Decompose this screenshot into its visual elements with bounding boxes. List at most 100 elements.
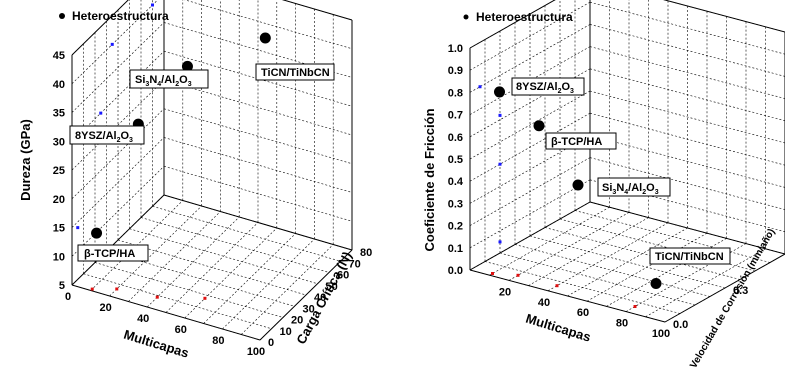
chart-2-box-edges (469, 0, 785, 323)
wall-gridline (163, 137, 353, 193)
box-edge (469, 0, 556, 49)
svg-text:β-TCP/HA: β-TCP/HA (551, 136, 602, 148)
chart-2-label-si3n4: Si3N4/Al2O3 (597, 177, 671, 197)
box-edge (663, 0, 785, 33)
y-tick-label: 20 (291, 315, 303, 327)
y-tick-label: 0.0 (673, 319, 688, 331)
wall-gridline (71, 79, 165, 171)
wall-gridline (589, 112, 785, 166)
z-tick-label: 25 (53, 165, 65, 177)
z-tick-label: 0.7 (448, 110, 463, 122)
data-point (650, 278, 662, 289)
projection-marker-red (115, 287, 119, 291)
x-tick-label: 20 (99, 302, 111, 314)
floor-gridline (140, 217, 330, 273)
floor-gridline (128, 211, 221, 302)
wall-gridline (589, 24, 785, 77)
svg-text:β-TCP/HA: β-TCP/HA (84, 248, 135, 260)
box-edge (664, 253, 785, 323)
box-edge (589, 201, 785, 255)
box-edge (469, 269, 666, 323)
z-tick-label: 20 (53, 194, 65, 206)
svg-text:TiCN/TiNbCN: TiCN/TiNbCN (261, 67, 330, 79)
z-tick-label: 0.8 (448, 87, 463, 99)
x-tick-label: 40 (137, 313, 149, 325)
chart-2-legend: Heteroestructura (463, 10, 573, 24)
x-tick-label: 100 (247, 346, 265, 358)
floor-gridline (499, 252, 696, 306)
chart-1-box-edges (71, 0, 353, 341)
wall-gridline (71, 108, 165, 199)
data-point (181, 60, 193, 72)
floor-gridline (146, 216, 240, 308)
wall-gridline (589, 157, 785, 210)
y-tick-label: 10 (280, 326, 292, 338)
wall-gridline (469, 68, 591, 138)
chart-1-label-si3n4: Si3N4/Al2O3 (129, 69, 209, 89)
x-tick-label: 0 (65, 291, 71, 303)
box-edge (281, 0, 353, 21)
wall-gridline (163, 79, 353, 136)
floor-gridline (544, 227, 741, 280)
box-edge (71, 0, 129, 56)
chart-2-label-btcp: β-TCP/HA (545, 132, 617, 150)
wall-gridline (71, 137, 165, 228)
projection-marker-blue (151, 3, 154, 7)
floor-gridline (94, 262, 284, 318)
projection-marker-blue (498, 113, 502, 117)
z-tick-label: 0.0 (448, 265, 463, 277)
data-point (494, 86, 505, 98)
svg-text:Si3N4/Al2O3: Si3N4/Al2O3 (135, 74, 192, 88)
box-edge (259, 249, 353, 341)
projection-marker-red (90, 287, 94, 291)
wall-gridline (71, 22, 165, 113)
chart-2: Heteroestructura 0.00.10.20.30.40.50.60.… (422, 0, 785, 367)
z-tick-label: 5 (59, 280, 65, 292)
chart-2-gridlines (469, 0, 785, 323)
box-edge (469, 201, 591, 271)
wall-gridline (184, 0, 353, 50)
floor-gridline (109, 205, 202, 297)
x-tick-label: 40 (538, 297, 550, 309)
wall-gridline (163, 22, 353, 78)
y-tick-label: 0 (268, 337, 274, 349)
projection-marker-red (491, 272, 494, 275)
data-point (533, 120, 545, 132)
floor-gridline (514, 244, 711, 297)
floor-gridline (574, 210, 771, 263)
z-tick-label: 1.0 (448, 43, 463, 55)
chart-2-label-8ysz: 8YSZ/Al2O3 (511, 77, 585, 96)
projection-marker-blue (76, 226, 80, 230)
box-edge (71, 284, 261, 341)
chart-1-label-btcp: β-TCP/HA (77, 244, 149, 262)
z-tick-label: 0.2 (448, 221, 463, 233)
wall-gridline (589, 46, 785, 99)
chart-1-gridlines (71, 0, 353, 341)
x-tick-label: 100 (652, 328, 670, 340)
chart-2-legend-marker (463, 14, 469, 20)
floor-gridline (484, 261, 681, 314)
chart-1: Heteroestructura 5 10 15 20 25 30 35 40 45 0 20 40 6… (18, 0, 372, 361)
z-tick-label: 45 (53, 50, 65, 62)
chart-1-label-8ysz: 8YSZ/Al2O3 (69, 125, 145, 145)
chart-2-zlabel: Coeficiente de Fricción (422, 108, 437, 251)
wall-gridline (469, 90, 591, 160)
projection-marker-red (516, 273, 520, 277)
wall-gridline (589, 68, 785, 122)
wall-gridline (589, 90, 785, 144)
box-edge (163, 194, 353, 251)
z-tick-label: 30 (53, 136, 65, 148)
floor-gridline (529, 235, 726, 289)
z-tick-label: 0.6 (448, 132, 463, 144)
svg-text:8YSZ/Al2O3: 8YSZ/Al2O3 (516, 81, 574, 95)
y-tick-label: 70 (349, 258, 361, 270)
chart-1-label-ticn: TiCN/TiNbCN (255, 63, 335, 81)
projection-marker-blue (478, 85, 482, 89)
z-tick-label: 0.4 (448, 176, 464, 188)
wall-gridline (469, 179, 591, 249)
floor-gridline (83, 273, 272, 330)
x-tick-label: 80 (616, 318, 628, 330)
projection-marker-blue (110, 42, 114, 46)
z-tick-label: 15 (53, 223, 65, 235)
